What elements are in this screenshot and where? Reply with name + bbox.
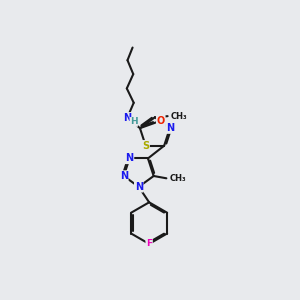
Text: CH₃: CH₃ [171,112,188,121]
Text: N: N [125,153,134,164]
Text: N: N [135,182,143,192]
Text: CH₃: CH₃ [170,174,187,183]
Text: O: O [157,116,165,125]
Text: F: F [146,239,152,248]
Text: N: N [123,113,131,123]
Text: H: H [130,117,137,126]
Text: N: N [120,171,128,181]
Text: S: S [142,141,149,151]
Text: N: N [166,123,174,133]
